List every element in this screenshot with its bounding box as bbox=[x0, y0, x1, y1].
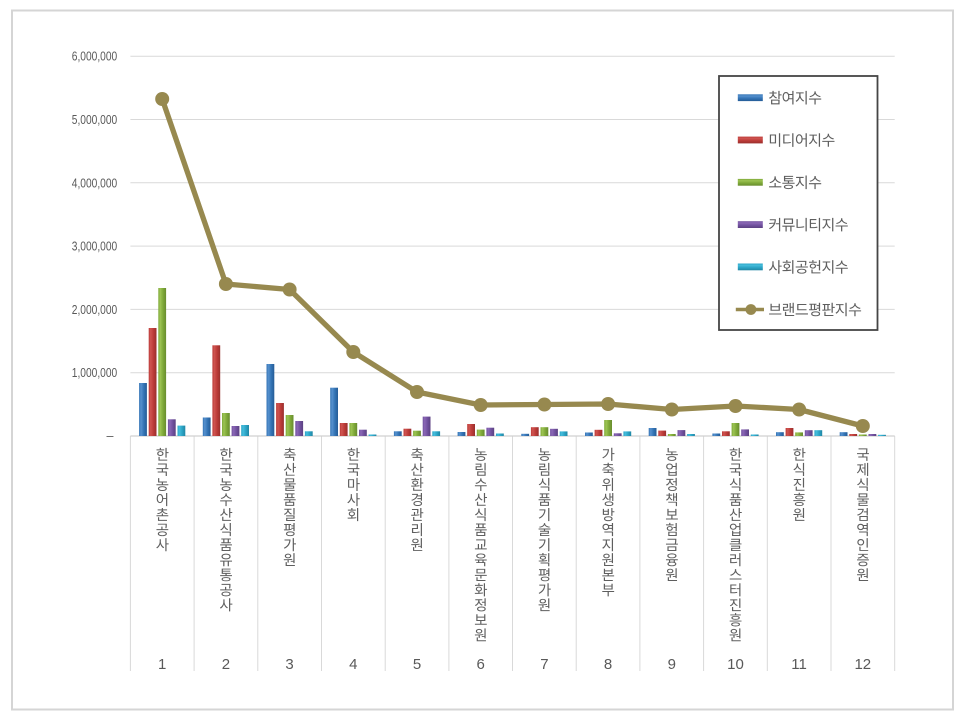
svg-text:5,000,000: 5,000,000 bbox=[72, 113, 117, 127]
svg-text:12: 12 bbox=[854, 656, 871, 673]
svg-text:–: – bbox=[107, 429, 114, 443]
svg-text:3: 3 bbox=[285, 656, 293, 673]
svg-text:7: 7 bbox=[540, 656, 548, 673]
svg-text:6,000,000: 6,000,000 bbox=[72, 50, 117, 64]
svg-text:11: 11 bbox=[791, 656, 807, 673]
svg-text:8: 8 bbox=[604, 656, 612, 673]
svg-text:9: 9 bbox=[668, 656, 676, 673]
svg-text:1: 1 bbox=[158, 656, 166, 673]
svg-text:2: 2 bbox=[222, 656, 230, 673]
svg-text:5: 5 bbox=[413, 656, 421, 673]
svg-text:4: 4 bbox=[349, 656, 357, 673]
svg-text:2,000,000: 2,000,000 bbox=[72, 303, 117, 317]
svg-text:10: 10 bbox=[727, 656, 744, 673]
svg-text:4,000,000: 4,000,000 bbox=[72, 176, 117, 190]
svg-text:1,000,000: 1,000,000 bbox=[72, 366, 117, 380]
svg-text:3,000,000: 3,000,000 bbox=[72, 240, 117, 254]
svg-text:6: 6 bbox=[477, 656, 485, 673]
